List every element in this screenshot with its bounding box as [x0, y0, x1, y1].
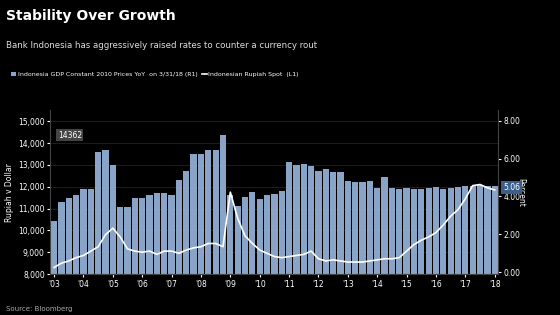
Bar [447, 188, 454, 315]
Bar [360, 182, 366, 315]
Bar [381, 177, 388, 315]
Bar [286, 162, 292, 315]
Bar [389, 188, 395, 315]
Bar [249, 192, 255, 315]
Bar [337, 173, 344, 315]
Bar [51, 220, 57, 315]
Y-axis label: Percent: Percent [516, 178, 525, 207]
Bar [132, 198, 138, 315]
Bar [190, 154, 197, 315]
Bar [484, 186, 491, 315]
Bar [345, 181, 351, 315]
Bar [213, 150, 219, 315]
Bar [139, 198, 146, 315]
Bar [315, 171, 321, 315]
Bar [271, 194, 278, 315]
Text: 14362: 14362 [58, 131, 82, 140]
Bar [176, 180, 182, 315]
Bar [256, 199, 263, 315]
Bar [411, 189, 417, 315]
Bar [426, 188, 432, 315]
Bar [396, 189, 403, 315]
Bar [242, 197, 248, 315]
Bar [58, 202, 64, 315]
Text: 5.06: 5.06 [503, 183, 520, 192]
Bar [367, 181, 373, 315]
Bar [462, 186, 469, 315]
Bar [455, 187, 461, 315]
Bar [124, 208, 130, 315]
Bar [183, 171, 189, 315]
Text: Source: Bloomberg: Source: Bloomberg [6, 306, 72, 312]
Bar [154, 193, 160, 315]
Bar [264, 195, 270, 315]
Bar [403, 188, 410, 315]
Bar [440, 189, 446, 315]
Bar [88, 189, 94, 315]
Bar [220, 135, 226, 315]
Bar [470, 186, 476, 315]
Bar [323, 169, 329, 315]
Bar [198, 154, 204, 315]
Bar [308, 166, 314, 315]
Bar [80, 189, 87, 315]
Text: Bank Indonesia has aggressively raised rates to counter a currency rout: Bank Indonesia has aggressively raised r… [6, 41, 317, 50]
Bar [330, 173, 336, 315]
Bar [301, 164, 307, 315]
Bar [293, 165, 300, 315]
Bar [279, 191, 285, 315]
Bar [418, 189, 424, 315]
Bar [205, 150, 212, 315]
Bar [227, 195, 234, 315]
Bar [169, 195, 175, 315]
Bar [146, 195, 153, 315]
Text: Stability Over Growth: Stability Over Growth [6, 9, 175, 23]
Bar [477, 185, 483, 315]
Bar [352, 182, 358, 315]
Bar [161, 193, 167, 315]
Bar [374, 188, 380, 315]
Legend: Indonesia GDP Constant 2010 Prices YoY  on 3/31/18 (R1), Indonesian Rupiah Spot : Indonesia GDP Constant 2010 Prices YoY o… [9, 69, 301, 80]
Bar [110, 165, 116, 315]
Bar [492, 186, 498, 315]
Bar [95, 152, 101, 315]
Bar [102, 150, 109, 315]
Bar [73, 195, 79, 315]
Bar [117, 208, 123, 315]
Y-axis label: Rupiah v Dollar: Rupiah v Dollar [5, 163, 14, 221]
Bar [235, 206, 241, 315]
Bar [66, 198, 72, 315]
Bar [433, 187, 439, 315]
